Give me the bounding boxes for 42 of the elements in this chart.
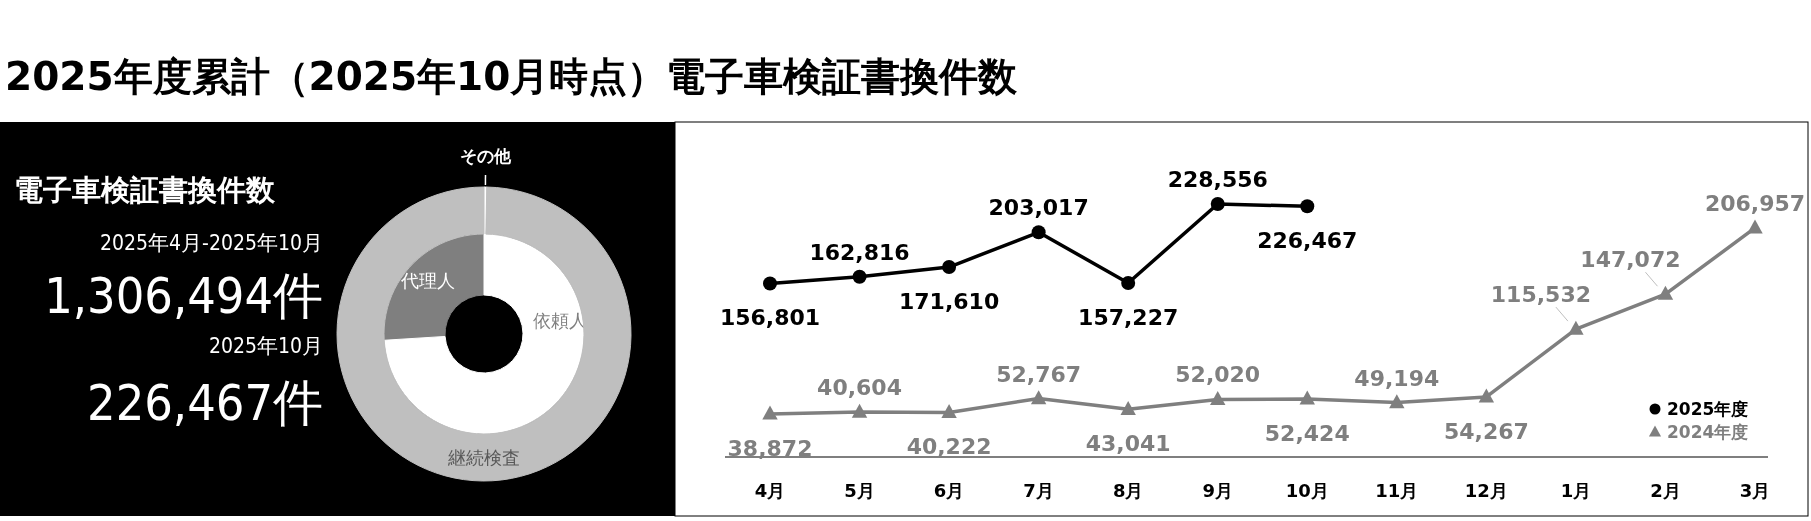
x-tick-label: 6月	[933, 480, 965, 501]
data-label: 43,041	[1085, 431, 1171, 457]
data-label: 115,532	[1490, 282, 1592, 308]
data-label: 162,816	[809, 239, 910, 265]
data-label: 228,556	[1167, 167, 1268, 192]
data-label: 52,424	[1264, 420, 1350, 446]
data-label: 171,610	[898, 289, 1000, 315]
data-label: 54,267	[1443, 418, 1529, 444]
data-label: 40,222	[906, 434, 992, 460]
text: 2025年10月	[208, 334, 323, 358]
x-tick-label: 1月	[1560, 480, 1592, 501]
data-label: 157,227	[1078, 304, 1179, 330]
data-label: 52,020	[1175, 362, 1261, 388]
text: 226,467件	[87, 374, 323, 432]
slice-label: 代理人	[400, 270, 455, 292]
x-tick-label: 8月	[1112, 480, 1144, 501]
data-label: 38,872	[727, 435, 813, 461]
x-tick-label: 5月	[844, 480, 875, 501]
legend-label: 2024年度	[1667, 422, 1749, 442]
legend-label: 2025年度	[1667, 399, 1749, 419]
x-tick-label: 9月	[1202, 480, 1233, 501]
text: 2025年4月-2025年10月	[99, 231, 323, 255]
text: 1,306,494件	[44, 267, 323, 325]
x-tick-label: 2月	[1650, 480, 1681, 501]
x-tick-label: 3月	[1739, 480, 1771, 501]
x-tick-label: 7月	[1023, 480, 1054, 501]
slice-label: 継続検査	[447, 446, 520, 468]
text: 電子車検証書換件数	[14, 173, 276, 207]
data-label: 147,072	[1580, 247, 1681, 273]
data-label: 226,467	[1257, 228, 1358, 254]
chart-title: 2025年度累計（2025年10月時点）電子車検証書換件数	[5, 54, 1019, 99]
data-label: 49,194	[1354, 365, 1440, 391]
data-label: 203,017	[988, 195, 1089, 221]
data-label: 52,767	[996, 361, 1082, 387]
x-tick-label: 12月	[1464, 480, 1508, 501]
data-label: 206,957	[1704, 190, 1806, 216]
data-label: 156,801	[719, 305, 821, 331]
x-tick-label: 10月	[1285, 480, 1329, 501]
slice-label: その他	[460, 146, 513, 167]
x-tick-label: 11月	[1375, 480, 1419, 501]
data-label: 40,604	[817, 375, 902, 401]
x-tick-label: 4月	[754, 480, 786, 501]
